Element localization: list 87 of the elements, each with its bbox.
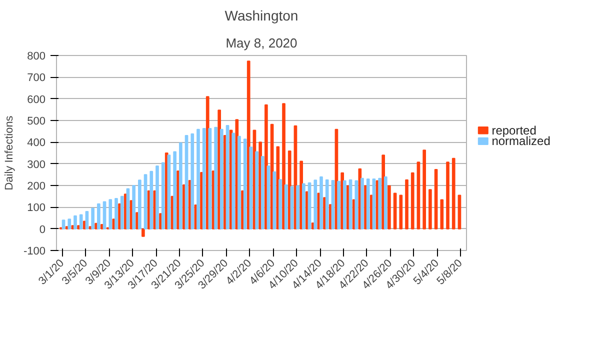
bar (308, 182, 312, 230)
bar (91, 208, 94, 230)
y-tick-label: 0 (39, 224, 46, 236)
bar (428, 189, 432, 230)
bar (102, 201, 106, 230)
bar (184, 134, 188, 230)
y-tick-label: 700 (27, 72, 46, 84)
bar (331, 180, 335, 230)
chart-subtitle: May 8, 2020 (226, 36, 298, 50)
bar (388, 185, 391, 230)
bar (416, 162, 420, 230)
bar (202, 128, 206, 230)
bar (452, 158, 456, 230)
bar (190, 133, 194, 230)
bar (142, 228, 145, 237)
bar (446, 162, 450, 230)
bar (114, 198, 118, 230)
y-tick-label: 500 (27, 116, 46, 128)
bar (74, 215, 77, 230)
bar (126, 188, 130, 230)
bar (249, 146, 253, 230)
bar (156, 166, 159, 230)
bar (384, 176, 388, 230)
bar (97, 203, 100, 230)
bar (393, 192, 397, 230)
bar (150, 170, 154, 230)
bar (120, 196, 124, 230)
bar (85, 211, 89, 230)
bar (372, 178, 376, 230)
bar (208, 128, 212, 230)
bar (167, 154, 171, 230)
y-tick-label: 400 (27, 137, 46, 150)
bar (255, 151, 258, 230)
bar (378, 178, 382, 230)
bar (320, 176, 323, 230)
bar (284, 184, 288, 230)
bar (132, 185, 136, 230)
bar (68, 218, 72, 230)
bar (366, 178, 370, 230)
bar (246, 60, 250, 230)
y-tick-label: 200 (27, 180, 46, 192)
bar (220, 128, 224, 230)
bar (173, 151, 176, 230)
bar (261, 156, 264, 230)
bar (138, 180, 142, 230)
bar (440, 199, 444, 230)
bar (144, 174, 148, 230)
bar (325, 179, 329, 230)
bar (399, 194, 403, 230)
bar (290, 186, 294, 230)
bar (278, 179, 282, 230)
y-tick-label: 800 (27, 50, 46, 62)
bar (343, 180, 346, 230)
chart-title: Washington (224, 8, 298, 24)
legend-label: reported (492, 123, 536, 138)
bar (79, 214, 83, 230)
bar (360, 178, 364, 230)
bar (264, 104, 268, 230)
bar (302, 183, 306, 230)
y-axis-title: Daily Infections (3, 115, 16, 190)
y-tick-label: 300 (27, 158, 46, 171)
bar (337, 180, 340, 230)
bar (243, 138, 247, 230)
bar (62, 220, 66, 230)
bar (354, 180, 358, 230)
bar (272, 171, 276, 230)
bar (434, 168, 438, 230)
bar (296, 185, 300, 230)
bar (348, 179, 352, 230)
y-tick-label: 600 (27, 94, 46, 106)
bar (161, 162, 165, 230)
bar (232, 132, 236, 230)
bar (179, 142, 182, 230)
bar (282, 103, 286, 230)
bar (214, 126, 218, 230)
bar (314, 180, 318, 230)
bar (108, 199, 112, 230)
bar (226, 124, 230, 230)
bar (266, 166, 270, 230)
bar (422, 150, 426, 230)
y-tick-label: -100 (23, 246, 46, 258)
bar (458, 194, 462, 230)
bar (238, 136, 241, 230)
bar (410, 172, 414, 230)
bar (405, 179, 408, 230)
y-tick-label: 100 (27, 202, 46, 214)
bar (196, 128, 200, 230)
